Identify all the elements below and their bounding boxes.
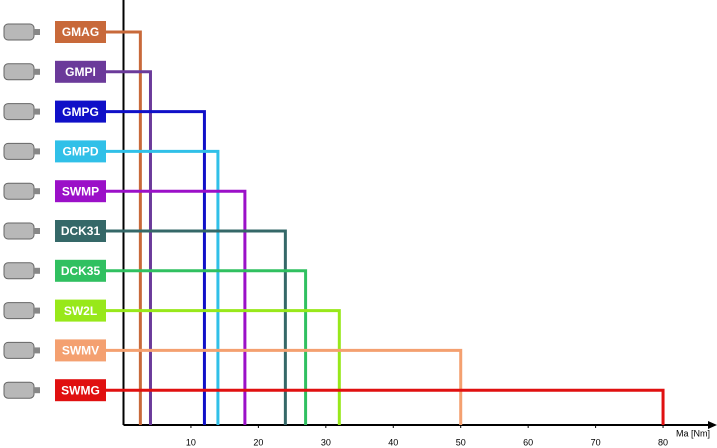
x-tick-label: 50 bbox=[456, 437, 466, 447]
range-line bbox=[106, 309, 341, 425]
range-line bbox=[106, 229, 287, 425]
motor-shaft bbox=[34, 228, 40, 234]
label-box bbox=[55, 379, 106, 402]
range-line bbox=[106, 189, 247, 425]
label-box bbox=[55, 60, 106, 83]
range-line bbox=[106, 30, 142, 425]
x-tick-label: 60 bbox=[523, 437, 533, 447]
category-label: GMPG bbox=[62, 105, 99, 119]
category-label: GMPD bbox=[63, 145, 99, 159]
label-box bbox=[55, 259, 106, 282]
x-tick-label: 20 bbox=[253, 437, 263, 447]
label-box bbox=[55, 180, 106, 203]
category-label: DCK35 bbox=[61, 264, 101, 278]
motor-shaft bbox=[34, 387, 40, 394]
motor-icon bbox=[3, 341, 35, 359]
motor-shaft bbox=[34, 68, 40, 75]
x-tick-label: 30 bbox=[321, 437, 331, 447]
category-label: SW2L bbox=[64, 304, 97, 318]
x-tick-label: 10 bbox=[186, 437, 196, 447]
x-tick-label: 70 bbox=[591, 437, 601, 447]
motor-shaft bbox=[34, 347, 40, 354]
motor-icon bbox=[3, 381, 35, 399]
x-tick-label: 40 bbox=[388, 437, 398, 447]
category-label: DCK31 bbox=[61, 224, 101, 238]
category-label: GMAG bbox=[62, 25, 99, 39]
category-label: GMPI bbox=[65, 65, 96, 79]
range-line bbox=[106, 348, 463, 425]
category-label: SWMG bbox=[61, 383, 100, 397]
motor-icon bbox=[3, 222, 35, 240]
motor-icon bbox=[3, 103, 35, 121]
label-box bbox=[55, 299, 106, 322]
motor-icon bbox=[3, 63, 35, 81]
x-tick-label: 80 bbox=[658, 437, 668, 447]
motor-shaft bbox=[34, 108, 40, 115]
range-line bbox=[106, 269, 308, 425]
motor-icon bbox=[3, 23, 35, 41]
label-box bbox=[55, 220, 106, 242]
label-box bbox=[55, 100, 106, 123]
range-line bbox=[106, 149, 220, 425]
motor-shaft bbox=[34, 29, 40, 35]
motor-shaft bbox=[34, 307, 40, 314]
motor-icon bbox=[3, 142, 35, 160]
range-line bbox=[106, 388, 665, 425]
axis-arrow bbox=[708, 421, 717, 429]
category-label: SWMV bbox=[62, 344, 99, 358]
x-axis-label: Ma [Nm] bbox=[676, 428, 710, 438]
motor-shaft bbox=[34, 188, 40, 195]
label-box bbox=[55, 339, 106, 362]
label-box bbox=[55, 140, 106, 163]
motor-icon bbox=[3, 182, 35, 200]
motor-icon bbox=[3, 262, 35, 280]
motor-shaft bbox=[34, 267, 40, 274]
range-line bbox=[106, 110, 206, 425]
category-label: SWMP bbox=[62, 184, 99, 198]
motor-icon bbox=[3, 302, 35, 320]
label-box bbox=[55, 21, 106, 43]
motor-shaft bbox=[34, 148, 40, 155]
range-line bbox=[106, 70, 152, 425]
